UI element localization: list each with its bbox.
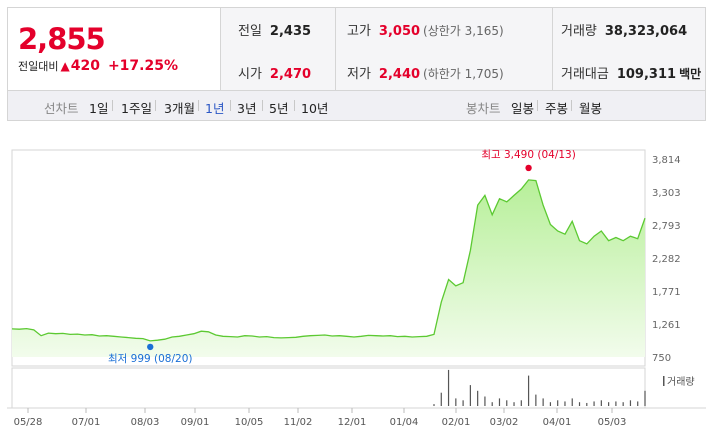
y-tick-label: 1,261 (652, 320, 681, 331)
tab-1day[interactable]: 1일 (89, 101, 109, 116)
low-marker (147, 343, 154, 351)
change-percent: +17.25% (107, 58, 178, 74)
tab-1year[interactable]: 1년 (205, 101, 225, 116)
stat-prev-close: 전일 2,435 (238, 24, 312, 39)
volume-bar (484, 396, 486, 406)
price-area (12, 179, 645, 357)
change-label: 전일대비 (18, 60, 59, 73)
divider (571, 100, 572, 111)
volume-bar (629, 400, 632, 406)
x-tick-label: 05/03 (598, 417, 627, 428)
volume-bar (498, 398, 501, 406)
change-value: 420 (70, 58, 100, 74)
x-tick-label: 03/02 (490, 417, 519, 428)
volume-bar (491, 402, 493, 406)
x-tick-label: 12/01 (338, 417, 367, 428)
volume-bar (535, 394, 537, 406)
change-row: 전일대비 ▲420 +17.25% (18, 58, 178, 74)
volume-bar (469, 385, 471, 406)
current-price: 2,855 (18, 22, 106, 56)
volume-legend-label: 거래량 (667, 376, 695, 388)
tab-1week[interactable]: 1주일 (121, 101, 152, 116)
y-tick-label: 2,282 (652, 254, 681, 265)
volume-bar (571, 398, 573, 406)
x-tick-label: 02/01 (442, 417, 471, 428)
x-tick-label: 05/28 (14, 417, 43, 428)
volume-bar (600, 400, 602, 406)
volume-frame (11, 367, 646, 409)
candle-chart-label: 봉차트 (466, 101, 501, 116)
current-price-box: 2,855 전일대비 ▲420 +17.25% (7, 7, 220, 91)
volume-bar (506, 400, 508, 406)
volume-bar (644, 390, 646, 406)
volume-bar (477, 390, 479, 406)
stat-low: 저가 2,440 (하한가 1,705) (347, 67, 504, 82)
volume-bar (433, 404, 435, 406)
volume-bar (513, 402, 515, 406)
x-tick-label: 01/04 (390, 417, 419, 428)
high-marker (525, 164, 532, 172)
volume-bar (593, 401, 595, 406)
up-arrow-icon: ▲ (60, 59, 70, 73)
tab-5year[interactable]: 5년 (269, 101, 289, 116)
volume-bar (586, 402, 588, 406)
y-tick-label: 2,793 (652, 221, 681, 232)
line-chart-label: 선차트 (44, 101, 79, 116)
y-tick-label: 3,814 (652, 155, 681, 166)
volume-bar (455, 398, 457, 406)
x-tick-label: 09/01 (181, 417, 210, 428)
high-annotation: 최고 3,490 (04/13) (481, 149, 576, 161)
tab-daily-candle[interactable]: 일봉 (511, 101, 535, 116)
divider (552, 8, 553, 90)
stat-volume: 거래량 38,323,064 (561, 24, 688, 39)
volume-bar (557, 400, 559, 406)
y-tick-label: 750 (652, 353, 671, 364)
divider (335, 8, 336, 90)
y-tick-label: 1,771 (652, 287, 681, 298)
volume-bar (527, 375, 530, 406)
volume-legend-icon (663, 376, 665, 386)
volume-bar (542, 398, 544, 406)
volume-bar (622, 402, 624, 406)
chart-period-tabs: 선차트 1일 1주일 3개월 1년 3년 5년 10년 봉차트 일봉 주봉 월봉 (7, 91, 706, 121)
stat-high: 고가 3,050 (상한가 3,165) (347, 24, 504, 39)
divider (198, 100, 199, 111)
divider (230, 100, 231, 111)
x-tick-label: 11/02 (284, 417, 313, 428)
volume-bar (549, 402, 552, 406)
volume-bar (520, 400, 522, 406)
divider (262, 100, 263, 111)
x-tick-label: 10/05 (235, 417, 264, 428)
divider (155, 100, 156, 111)
volume-bar (447, 369, 450, 406)
divider (537, 100, 538, 111)
tab-10year[interactable]: 10년 (301, 101, 329, 116)
x-tick-label: 04/01 (543, 417, 572, 428)
divider (294, 100, 295, 111)
volume-bar (564, 401, 566, 406)
price-line (11, 179, 646, 342)
low-annotation: 최저 999 (08/20) (108, 353, 193, 365)
tab-monthly-candle[interactable]: 월봉 (579, 101, 603, 116)
volume-bar (608, 402, 610, 406)
volume-bar (440, 392, 442, 406)
tab-3month[interactable]: 3개월 (164, 101, 195, 116)
volume-bar (578, 402, 581, 406)
volume-bar (462, 400, 464, 406)
x-tick-label: 08/03 (131, 417, 160, 428)
x-tick-label: 07/01 (72, 417, 101, 428)
tab-weekly-candle[interactable]: 주봉 (545, 101, 569, 116)
divider (112, 100, 113, 111)
tab-3year[interactable]: 3년 (237, 101, 257, 116)
volume-bar (637, 401, 639, 406)
y-tick-label: 3,303 (652, 188, 681, 199)
stat-turnover: 거래대금 109,311 백만 (561, 67, 702, 82)
stats-box: 전일 2,435 시가 2,470 고가 3,050 (상한가 3,165) 저가 2,4… (220, 7, 706, 91)
volume-bar (615, 401, 617, 406)
stat-open: 시가 2,470 (238, 67, 312, 82)
